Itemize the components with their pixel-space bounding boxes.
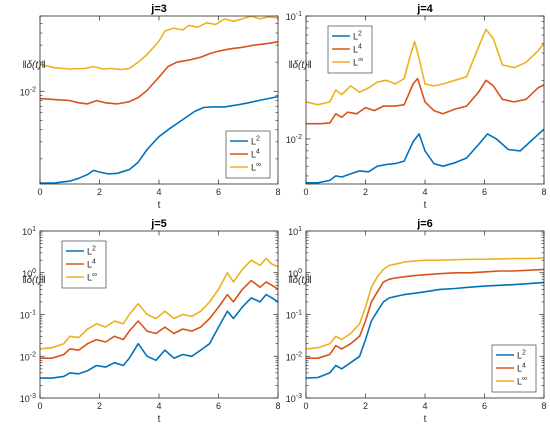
y-tick-label: 10-1 — [20, 310, 36, 321]
chart-title: j=4 — [416, 3, 433, 15]
x-tick-label: 4 — [156, 187, 161, 197]
y-axis-label: ‖δ(t)‖ — [22, 60, 45, 71]
y-tick-label: 100 — [22, 268, 36, 279]
x-tick-label: 2 — [363, 187, 368, 197]
y-tick-label: 10-2 — [20, 86, 36, 97]
y-tick-label: 100 — [288, 268, 302, 279]
series-line-2 — [306, 77, 544, 125]
chart-panel-3: 10-3 10-2 10-1 100 101 0 2 4 6 8 j=5 t ‖δ(t)‖ L2 L4 L∞ — [20, 218, 281, 425]
legend-entry: L2 — [87, 246, 96, 257]
x-tick-label: 8 — [541, 187, 546, 197]
y-tick-label: 101 — [288, 226, 302, 237]
chart-panel-4: 10-3 10-2 10-1 100 101 0 2 4 6 8 j=6 t ‖δ(t)‖ L2 L4 L∞ — [286, 218, 547, 425]
x-tick-label: 6 — [482, 187, 487, 197]
chart-panel-1: 10-2 0 2 4 6 8 j=3 t ‖δ(t)‖ L2 L4 L∞ — [20, 3, 281, 211]
x-tick-label: 6 — [216, 187, 221, 197]
axes-frame — [39, 15, 279, 185]
legend: L2 L4 L∞ — [61, 240, 107, 289]
series-line-3 — [306, 257, 544, 350]
axes-frame — [39, 230, 279, 399]
y-tick-label: 10-3 — [286, 393, 302, 404]
x-tick-label: 4 — [156, 401, 161, 411]
x-axis-label: t — [424, 414, 427, 425]
y-tick-label: 10-2 — [286, 351, 302, 362]
x-tick-label: 0 — [303, 401, 308, 411]
x-tick-label: 6 — [482, 401, 487, 411]
series-line-3 — [40, 16, 278, 71]
series-line-1 — [40, 95, 278, 184]
y-axis-label: ‖δ(t)‖ — [288, 275, 311, 286]
x-tick-label: 8 — [541, 401, 546, 411]
series-line-1 — [306, 128, 544, 184]
legend-entry: L4 — [353, 44, 362, 55]
legend-entry: L4 — [517, 363, 526, 374]
y-tick-label: 10-1 — [286, 310, 302, 321]
chart-title: j=3 — [150, 3, 167, 15]
x-tick-label: 2 — [97, 401, 102, 411]
y-axis-label: ‖δ(t)‖ — [22, 275, 45, 286]
legend-entry: L∞ — [517, 376, 527, 387]
x-tick-label: 0 — [303, 187, 308, 197]
x-tick-label: 4 — [422, 187, 427, 197]
legend: L2 L4 L∞ — [225, 130, 271, 179]
x-axis-label: t — [424, 200, 427, 211]
x-tick-label: 6 — [216, 401, 221, 411]
legend-entry: L∞ — [353, 57, 363, 68]
legend: L2 L4 L∞ — [327, 25, 373, 74]
x-axis-label: t — [158, 414, 161, 425]
legend-entry: L∞ — [251, 162, 261, 173]
y-tick-label: 10-2 — [20, 351, 36, 362]
legend: L2 L4 L∞ — [491, 344, 537, 393]
series-line-1 — [306, 281, 544, 379]
axes-frame — [305, 230, 545, 399]
series-line-1 — [40, 293, 278, 379]
y-axis-label: ‖δ(t)‖ — [288, 60, 311, 71]
y-tick-label: 10-2 — [286, 134, 302, 145]
x-tick-label: 8 — [275, 401, 280, 411]
chart-panel-2: 10-2 10-1 0 2 4 6 8 j=4 t ‖δ(t)‖ L2 L4 L∞ — [286, 3, 547, 211]
x-tick-label: 2 — [97, 187, 102, 197]
x-tick-label: 4 — [422, 401, 427, 411]
x-tick-label: 8 — [275, 187, 280, 197]
legend-entry: L2 — [517, 350, 526, 361]
series-line-2 — [40, 279, 278, 360]
legend-entry: L∞ — [87, 272, 97, 283]
series-line-2 — [306, 268, 544, 360]
legend-entry: L2 — [251, 136, 260, 147]
x-axis-label: t — [158, 200, 161, 211]
legend-entry: L4 — [251, 149, 260, 160]
legend-entry: L2 — [353, 31, 362, 42]
x-tick-label: 2 — [363, 401, 368, 411]
axes-frame — [305, 15, 545, 185]
chart-title: j=6 — [416, 218, 433, 230]
x-tick-label: 0 — [37, 401, 42, 411]
x-tick-label: 0 — [37, 187, 42, 197]
y-tick-label: 101 — [22, 226, 36, 237]
y-tick-label: 10-1 — [286, 11, 302, 22]
series-line-3 — [306, 28, 544, 106]
series-line-2 — [40, 41, 278, 105]
series-line-3 — [40, 257, 278, 350]
chart-title: j=5 — [150, 218, 167, 230]
legend-entry: L4 — [87, 259, 96, 270]
y-tick-label: 10-3 — [20, 393, 36, 404]
